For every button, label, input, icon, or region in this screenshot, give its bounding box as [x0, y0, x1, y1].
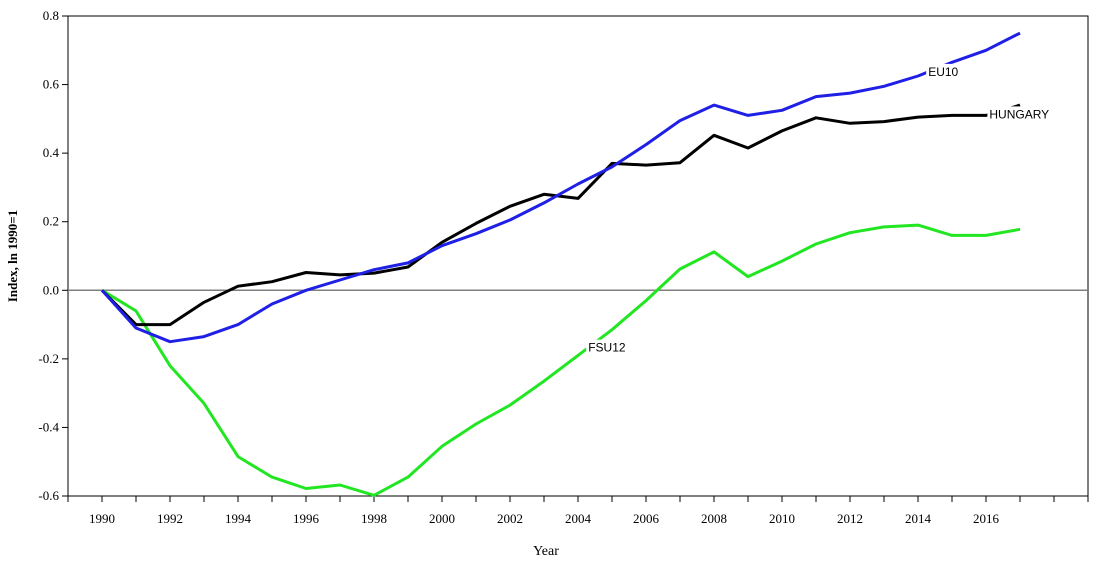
x-tick-label: 1994	[225, 511, 252, 526]
y-tick-label: -0.4	[38, 419, 59, 434]
x-tick-label: 1996	[293, 511, 320, 526]
y-tick-label: -0.2	[38, 351, 59, 366]
x-tick-label: 2008	[701, 511, 727, 526]
x-tick-label: 1998	[361, 511, 387, 526]
series-line-hungary	[100, 103, 1021, 327]
x-tick-label: 2004	[565, 511, 592, 526]
series-label-background	[987, 106, 1045, 123]
x-tick-label: 2006	[633, 511, 660, 526]
series-line-eu10	[100, 31, 1021, 344]
series-label-fsu12: FSU12	[588, 341, 626, 355]
series-label-background	[586, 339, 629, 356]
series-line-fsu12	[101, 223, 1021, 497]
x-tick-label: 2002	[497, 511, 523, 526]
y-axis-title: Index, ln 1990=1	[5, 210, 20, 302]
x-tick-label: 2014	[905, 511, 932, 526]
series-label-hungary: HUNGARY	[989, 107, 1049, 121]
x-tick-label: 1992	[157, 511, 183, 526]
series-label-eu10: EU10	[928, 65, 958, 79]
y-tick-label: 0.4	[43, 145, 60, 160]
y-tick-label: -0.6	[38, 488, 59, 503]
plot-frame	[67, 15, 1089, 497]
x-tick-label: 2010	[769, 511, 795, 526]
y-tick-label: 0.8	[43, 8, 59, 23]
y-tick-label: 0.2	[43, 214, 59, 229]
y-tick-label: 0.6	[43, 77, 60, 92]
x-tick-label: 2000	[429, 511, 455, 526]
x-tick-label: 1990	[89, 511, 115, 526]
series-label-background	[926, 63, 961, 80]
x-axis: 1990 1992 1994 1996 1998 2000 2002 2004 2006 2008…	[67, 496, 1089, 526]
x-tick-label: 2016	[973, 511, 1000, 526]
x-tick-label: 2012	[837, 511, 863, 526]
y-tick-label: 0.0	[43, 282, 59, 297]
y-axis: 0.8 0.6 0.4 0.2 0.0 -0.2 -0.4 -0.6	[38, 8, 68, 503]
series-lines	[100, 31, 1021, 497]
series-labels: EU10 HUNGARY FSU12	[586, 63, 1049, 356]
x-axis-title: Year	[533, 544, 559, 559]
